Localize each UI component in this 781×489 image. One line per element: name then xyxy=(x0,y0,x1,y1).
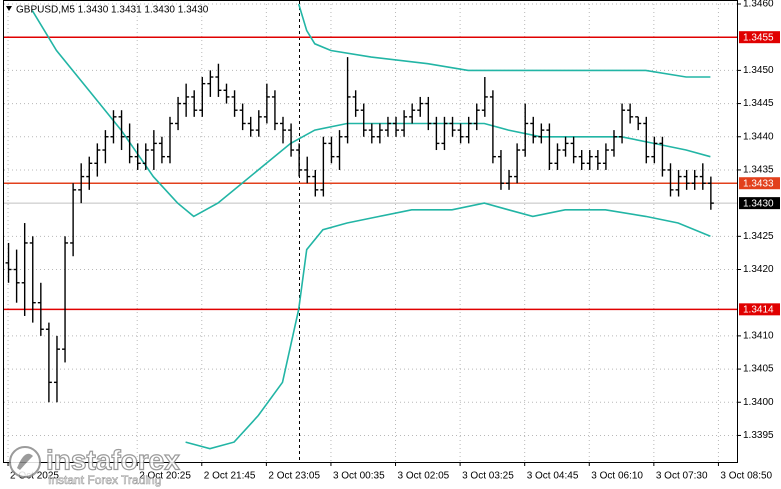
x-tick-label: 3 Oct 07:30 xyxy=(656,471,708,482)
level-label-box xyxy=(739,197,780,210)
x-tick-label: 2 Oct 2025 xyxy=(10,471,59,482)
y-tick-label: 1.3440 xyxy=(743,131,774,142)
y-tick-label: 1.3445 xyxy=(743,98,774,109)
chart-title: GBPUSD,M5 1.3430 1.3431 1.3430 1.3430 xyxy=(16,5,209,16)
level-label-box xyxy=(739,31,780,44)
x-tick-label: 3 Oct 04:45 xyxy=(527,471,579,482)
level-label: 1.3433 xyxy=(743,178,774,189)
y-tick-label: 1.3425 xyxy=(743,231,774,242)
x-tick-label: 2 Oct 20:25 xyxy=(139,471,191,482)
level-label: 1.3455 xyxy=(743,32,774,43)
x-tick-label: 3 Oct 08:50 xyxy=(720,471,772,482)
y-tick-label: 1.3395 xyxy=(743,430,774,441)
watermark: instaforex Instant Forex Trading xyxy=(9,444,181,487)
y-tick-label: 1.3450 xyxy=(743,65,774,76)
y-tick-label: 1.3405 xyxy=(743,364,774,375)
band-line xyxy=(31,10,711,218)
watermark-tagline: Instant Forex Trading xyxy=(48,473,161,487)
x-tick-label: 3 Oct 03:25 xyxy=(462,471,514,482)
bands-layer xyxy=(31,3,711,450)
levels-layer xyxy=(4,36,737,311)
y-tick-label: 1.3435 xyxy=(743,165,774,176)
x-tick-label: 2 Oct 21:45 xyxy=(204,471,256,482)
x-tick-label: 3 Oct 02:05 xyxy=(398,471,450,482)
title-marker xyxy=(6,6,12,11)
level-label-box xyxy=(739,177,780,190)
bars-layer xyxy=(5,57,714,403)
axis-layer: 1.3460 1.3450 1.3445 1.3440 1.3435 1.3425 1.34… xyxy=(7,0,780,482)
x-tick-label: 3 Oct 06:10 xyxy=(591,471,643,482)
band-line xyxy=(185,202,711,450)
level-label: 1.3430 xyxy=(743,198,774,209)
y-tick-label: 1.3420 xyxy=(743,264,774,275)
level-label-box xyxy=(739,303,780,316)
band-line xyxy=(297,3,711,78)
level-label: 1.3414 xyxy=(743,304,774,315)
x-tick-label: 2 Oct 23:05 xyxy=(268,471,320,482)
logo-swoosh xyxy=(17,453,33,470)
grid-layer xyxy=(4,3,737,462)
x-tick-label: 3 Oct 00:35 xyxy=(333,471,385,482)
watermark-brand: instaforex xyxy=(46,444,180,475)
plot-frame xyxy=(3,0,738,463)
y-tick-label: 1.3400 xyxy=(743,397,774,408)
y-tick-label: 1.3410 xyxy=(743,331,774,342)
y-tick-label: 1.3460 xyxy=(743,0,774,10)
